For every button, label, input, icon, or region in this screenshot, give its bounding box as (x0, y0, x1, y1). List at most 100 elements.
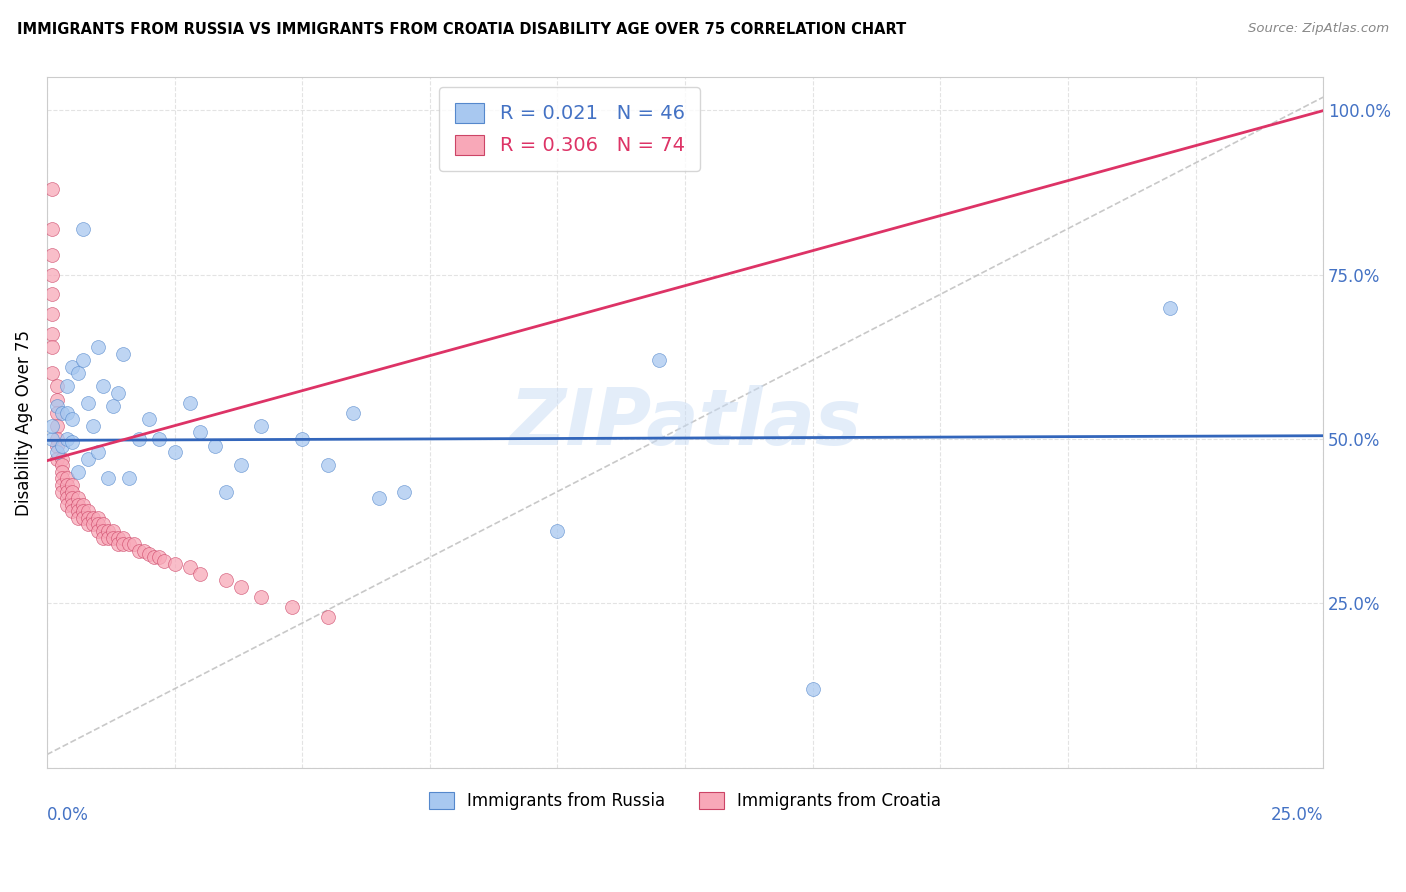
Point (56, 478, 79, 492)
Point (342, 406, 364, 420)
Point (97, 531, 120, 545)
Point (153, 554, 176, 568)
Point (41, 366, 63, 380)
Point (91, 531, 114, 545)
Point (117, 537, 139, 551)
Point (103, 531, 125, 545)
Text: IMMIGRANTS FROM RUSSIA VS IMMIGRANTS FROM CROATIA DISABILITY AGE OVER 75 CORRELA: IMMIGRANTS FROM RUSSIA VS IMMIGRANTS FRO… (17, 22, 905, 37)
Point (132, 543, 155, 558)
Point (51, 471, 73, 485)
Point (97, 471, 120, 485)
Point (316, 609, 339, 624)
Text: 0.0%: 0.0% (46, 805, 89, 823)
Point (229, 458, 252, 473)
Point (62, 504, 84, 518)
Point (107, 531, 129, 545)
Point (41, 418, 63, 433)
Point (51, 439, 73, 453)
Point (128, 543, 150, 558)
Point (46, 399, 69, 413)
Point (46, 439, 69, 453)
Point (229, 580, 252, 594)
Point (1159, 301, 1181, 315)
Legend: Immigrants from Russia, Immigrants from Croatia: Immigrants from Russia, Immigrants from … (420, 783, 949, 818)
Point (41, 340, 63, 354)
Point (41, 248, 63, 262)
Point (51, 484, 73, 499)
Point (56, 379, 79, 393)
Point (62, 359, 84, 374)
Text: 25.0%: 25.0% (1271, 805, 1323, 823)
Point (51, 451, 73, 466)
Point (87, 517, 110, 532)
Point (91, 524, 114, 538)
Point (41, 432, 63, 446)
Point (66, 498, 89, 512)
Point (56, 406, 79, 420)
Text: Source: ZipAtlas.com: Source: ZipAtlas.com (1249, 22, 1389, 36)
Point (72, 511, 94, 525)
Y-axis label: Disability Age Over 75: Disability Age Over 75 (15, 329, 32, 516)
Point (163, 557, 186, 571)
Point (281, 599, 304, 614)
Point (51, 465, 73, 479)
Point (66, 511, 89, 525)
Point (117, 471, 139, 485)
Point (46, 406, 69, 420)
Point (46, 451, 69, 466)
Point (62, 435, 84, 450)
Point (179, 396, 201, 410)
Point (112, 531, 135, 545)
Point (46, 432, 69, 446)
Point (103, 399, 125, 413)
Point (138, 547, 160, 561)
Point (41, 287, 63, 301)
Point (72, 221, 94, 235)
Point (56, 498, 79, 512)
Point (76, 396, 98, 410)
Point (112, 346, 135, 360)
Point (41, 221, 63, 235)
Point (66, 465, 89, 479)
Point (76, 451, 98, 466)
Point (291, 432, 314, 446)
Point (87, 340, 110, 354)
Point (72, 504, 94, 518)
Point (62, 498, 84, 512)
Point (112, 537, 135, 551)
Point (143, 550, 166, 565)
Point (188, 425, 211, 440)
Point (91, 379, 114, 393)
Point (204, 439, 226, 453)
Point (41, 182, 63, 196)
Point (66, 366, 89, 380)
Point (91, 517, 114, 532)
Point (394, 484, 416, 499)
Point (76, 517, 98, 532)
Point (138, 412, 160, 426)
Point (179, 560, 201, 574)
Point (87, 524, 110, 538)
Point (82, 517, 104, 532)
Point (97, 524, 120, 538)
Point (46, 445, 69, 459)
Point (87, 445, 110, 459)
Point (122, 537, 145, 551)
Point (107, 537, 129, 551)
Point (546, 524, 568, 538)
Point (46, 418, 69, 433)
Point (62, 484, 84, 499)
Point (87, 511, 110, 525)
Point (46, 392, 69, 407)
Point (72, 353, 94, 368)
Point (56, 491, 79, 505)
Point (66, 491, 89, 505)
Point (214, 574, 236, 588)
Point (72, 498, 94, 512)
Point (250, 418, 273, 433)
Text: ZIPatlas: ZIPatlas (509, 384, 860, 460)
Point (76, 504, 98, 518)
Point (62, 478, 84, 492)
Point (51, 478, 73, 492)
Point (41, 307, 63, 321)
